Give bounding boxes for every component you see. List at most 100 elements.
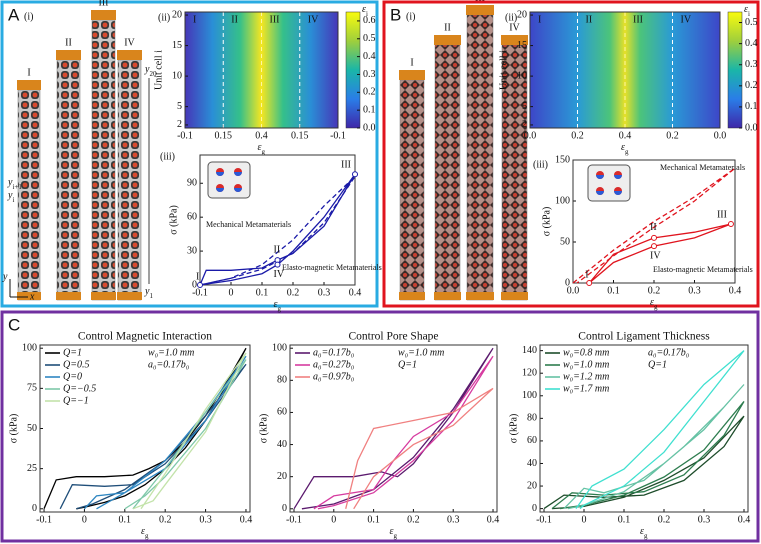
note: w₀=1.0 mm	[148, 347, 194, 358]
y-tick-label: 80	[527, 413, 537, 424]
y-tick-label: 20	[277, 471, 287, 482]
x-axis-label-main: ε	[274, 299, 278, 310]
region-label: I	[193, 14, 196, 25]
colorbar-tick-label: 0.5	[363, 33, 376, 44]
coord-label-main: y	[144, 286, 150, 297]
chart-title: Control Ligament Thickness	[578, 331, 710, 343]
axis-name: x	[29, 291, 35, 302]
y-tick-label: 30	[187, 245, 197, 256]
colorbar-tick-label: 0.2	[745, 80, 758, 91]
clamp	[117, 292, 142, 300]
y-axis-label: σ (kPa)	[8, 414, 19, 444]
x-tick-label: 0.2	[159, 514, 172, 525]
state-label: IV	[650, 250, 661, 261]
inset-magnet	[614, 191, 622, 195]
y-tick-label: 5	[522, 101, 527, 112]
coord-label-sub: i	[12, 196, 14, 204]
x-tick-label: 0.4	[255, 130, 268, 141]
y-tick-label: 120	[522, 368, 537, 379]
colorbar-tick-label: 0.0	[745, 122, 758, 133]
y-tick-label: 15	[172, 40, 182, 51]
legend-label: w₀=1.0 mm	[563, 359, 609, 370]
chart-title: Control Pore Shape	[348, 331, 438, 343]
series-line	[563, 384, 745, 510]
panel-b-frame	[382, 0, 760, 308]
y-tick-label: 50	[27, 423, 37, 434]
colorbar-label-main: ε	[362, 4, 366, 15]
y-tick-label: 0	[192, 279, 197, 290]
x-tick-label: 0.4	[729, 285, 742, 296]
state-point	[197, 282, 203, 288]
y-tick-label: 140	[522, 345, 537, 356]
clamp	[466, 292, 494, 300]
y-axis-label: σ (kPa)	[508, 414, 519, 444]
frame	[289, 344, 498, 513]
y-tick-label: 100	[555, 195, 570, 206]
clamp	[501, 35, 528, 45]
state-point	[727, 220, 734, 227]
x-axis-label-sub: g	[261, 148, 265, 156]
y-axis-label: σ (kPa)	[541, 207, 552, 237]
y-axis-label: Unit cell i	[153, 50, 164, 90]
y-tick-label: 75	[27, 383, 37, 394]
coord-label-main: y	[7, 190, 13, 201]
y-tick-label: 2	[177, 119, 182, 130]
inset-magnet	[614, 175, 622, 179]
subpanel-label: (iii)	[533, 159, 548, 170]
inset-magnet	[234, 172, 242, 176]
chart-title: Control Magnetic Interaction	[78, 331, 212, 343]
state-point	[651, 243, 657, 250]
legend-label: a₀=0.97b₀	[313, 371, 355, 382]
x-tick-label: 0.2	[658, 514, 671, 525]
colorbar-tick-label: 0.4	[363, 51, 376, 62]
x-axis-label: εg	[141, 526, 149, 539]
legend-label: Q=0	[63, 371, 82, 382]
x-tick-label: -0.1	[286, 514, 302, 525]
y-tick-label: 0	[282, 503, 287, 514]
x-axis-label: εg	[640, 526, 648, 539]
y-axis-label: σ (kPa)	[258, 414, 269, 444]
specimen	[399, 79, 425, 301]
clamp	[399, 70, 425, 80]
series-line	[572, 167, 736, 284]
y-axis-label: Unit cell i	[498, 50, 509, 90]
x-axis-label-sub: g	[625, 148, 629, 156]
specimen	[434, 44, 461, 301]
y-tick-label: 50	[560, 236, 570, 247]
colorbar-label-sub: i	[366, 10, 368, 18]
frame	[184, 11, 339, 129]
x-tick-label: 0.2	[571, 130, 584, 141]
legend-label: Q=−0.5	[63, 383, 96, 394]
series-line	[124, 359, 247, 510]
colorbar-label-sub: i	[748, 10, 750, 18]
legend-label: w₀=1.7 mm	[563, 383, 609, 394]
frame	[39, 344, 251, 513]
y-tick-label: 20	[527, 480, 537, 491]
note: w₀=1.0 mm	[398, 347, 444, 358]
x-axis-label-main: ε	[390, 526, 394, 537]
specimen	[501, 44, 528, 301]
colorbar-tick-label: 0.3	[745, 59, 758, 70]
legend-label: Q=0.5	[63, 359, 89, 370]
subpanel-label: (iii)	[160, 151, 175, 162]
clamp	[501, 292, 528, 300]
inset-magnet	[234, 188, 242, 192]
state-label: III	[475, 0, 485, 3]
series-line	[551, 400, 745, 510]
x-axis-label: εg	[650, 297, 658, 310]
state-label: III	[341, 160, 351, 171]
subpanel-label: (ii)	[158, 12, 170, 23]
y-tick-label: 0	[32, 503, 37, 514]
x-tick-label: 0.3	[698, 514, 711, 525]
state-point	[651, 234, 657, 241]
x-tick-label: -0.1	[330, 130, 346, 141]
panel-c-frame	[0, 310, 760, 543]
x-tick-label: 0.3	[199, 514, 212, 525]
coord-label-main: y	[144, 64, 150, 75]
frame	[199, 154, 356, 286]
series-line	[575, 350, 745, 510]
inset-magnet	[596, 175, 604, 179]
state-label: IV	[274, 269, 285, 280]
clamp	[17, 292, 41, 300]
legend-label: a₀=0.17b₀	[313, 347, 355, 358]
